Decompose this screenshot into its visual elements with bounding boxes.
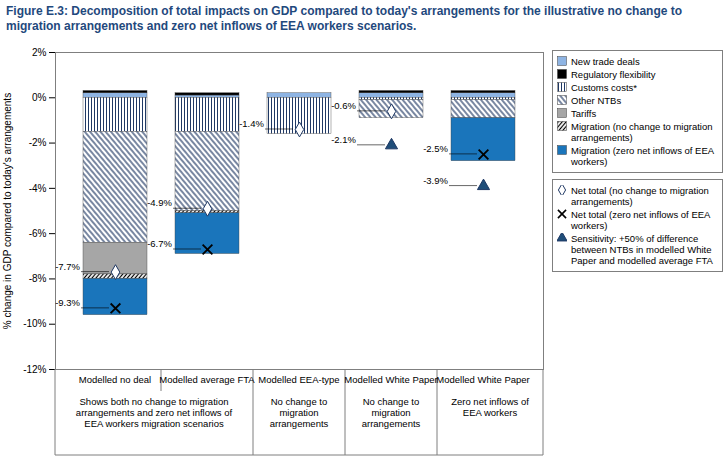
svg-text:2%: 2%: [32, 47, 47, 58]
svg-text:-6%: -6%: [29, 228, 47, 239]
svg-text:-6.7%: -6.7%: [147, 238, 172, 249]
svg-text:-4%: -4%: [29, 183, 47, 194]
html-text:Migration (zero net inflows of: Migration (zero net inflows of EEA worke…: [571, 145, 714, 167]
svg-text:-4.9%: -4.9%: [147, 197, 172, 208]
svg-text:No change tomigrationarrangeme: No change tomigrationarrangements: [362, 396, 421, 429]
svg-text:Modelled White Paper: Modelled White Paper: [436, 374, 529, 385]
svg-text:Modelled White Paper: Modelled White Paper: [344, 374, 437, 385]
svg-text:-1.4%: -1.4%: [239, 118, 264, 129]
svg-text:0%: 0%: [32, 92, 47, 103]
svg-text:-7.7%: -7.7%: [55, 261, 80, 272]
svg-text:Modelled EEA-type: Modelled EEA-type: [258, 374, 339, 385]
html-text:Figure E.3: Decomposition of t: Figure E.3: Decomposition of total impac…: [6, 4, 683, 33]
html-text:Other NTBs: Other NTBs: [571, 95, 622, 106]
html-text:Net total (zero net inflows of: Net total (zero net inflows of EEA worke…: [571, 209, 710, 231]
html-text:Net total (no change to migrat: Net total (no change to migration arrang…: [571, 185, 709, 207]
html-text:Tariffs: Tariffs: [571, 108, 597, 119]
html-text:Sensitivity: +50% of differenc: Sensitivity: +50% of difference between …: [571, 233, 713, 266]
svg-text:-0.6%: -0.6%: [331, 100, 356, 111]
svg-text:No change tomigrationarrangeme: No change tomigrationarrangements: [270, 396, 329, 429]
svg-text:-2%: -2%: [29, 137, 47, 148]
svg-text:-8%: -8%: [29, 273, 47, 284]
html-text:Customs costs*: Customs costs*: [571, 82, 637, 93]
svg-text:-12%: -12%: [23, 364, 46, 375]
svg-text:Modelled no deal: Modelled no deal: [79, 374, 151, 385]
svg-text:-3.9%: -3.9%: [423, 175, 448, 186]
html-text:New trade deals: New trade deals: [571, 56, 640, 67]
html-text:Migration (no change to migrat: Migration (no change to migration arrang…: [571, 121, 713, 143]
svg-text:-10%: -10%: [23, 318, 46, 329]
svg-text:Shows both no change to migrat: Shows both no change to migrationarrange…: [76, 396, 233, 429]
html-text:Regulatory flexibility: Regulatory flexibility: [571, 69, 656, 80]
svg-text:% change in GDP compared to to: % change in GDP compared to today's arra…: [2, 93, 13, 329]
svg-text:Modelled average FTA: Modelled average FTA: [159, 374, 255, 385]
svg-text:Zero net inflows ofEEA workers: Zero net inflows ofEEA workers: [451, 396, 529, 418]
svg-text:-2.5%: -2.5%: [423, 143, 448, 154]
svg-text:-9.3%: -9.3%: [55, 297, 80, 308]
svg-text:-2.1%: -2.1%: [331, 134, 356, 145]
